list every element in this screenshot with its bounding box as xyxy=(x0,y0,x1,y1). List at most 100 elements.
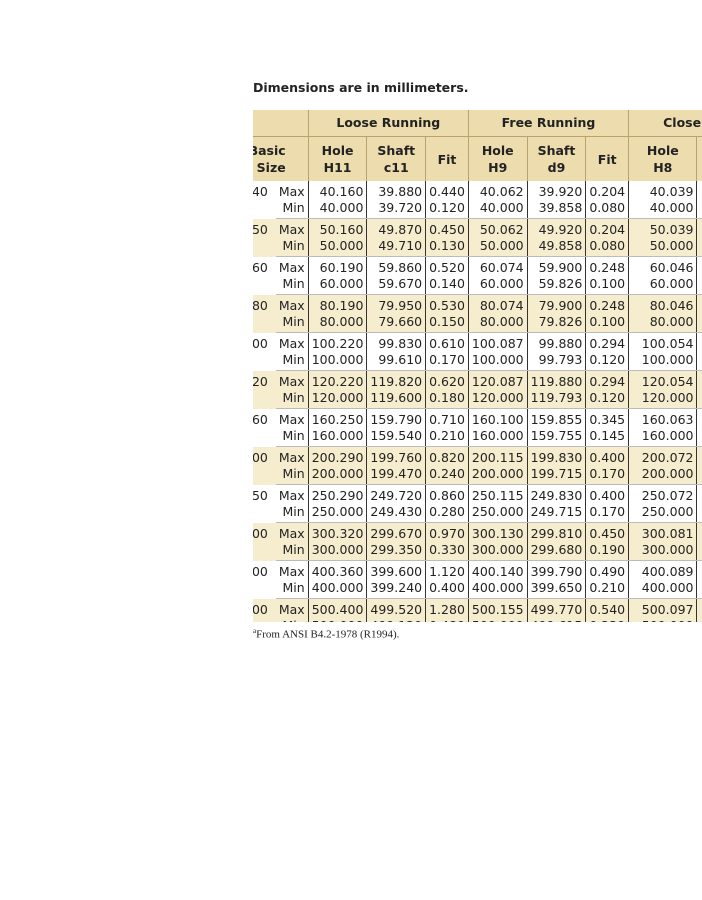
footnote: aFrom ANSI B4.2-1978 (R1994). xyxy=(253,627,399,641)
cell-value: 500.000 xyxy=(307,618,367,622)
cell-value: 119.600 xyxy=(366,390,426,409)
column-header: Shaft d9 xyxy=(526,136,586,181)
table-row: Min 250.000 249.430 0.280 250.000 249.715 0.17… xyxy=(253,504,702,523)
cell-value: 299.670 xyxy=(366,522,426,542)
cell-value: 0.210 xyxy=(585,580,629,599)
cell-value: 160.100 xyxy=(467,408,528,428)
table-row: Min 40.000 39.720 0.120 40.000 39.858 0.080 40.… xyxy=(253,200,702,219)
cell-value: 159.755 xyxy=(526,428,586,447)
cell-value: 99.880 xyxy=(526,332,586,352)
cell-value: 0.710 xyxy=(425,408,469,428)
cell-value: 200.115 xyxy=(467,446,528,466)
cell-value: 49.858 xyxy=(526,238,586,257)
cell-value: 0.620 xyxy=(425,370,469,390)
table-row: 100 Max100.22099.8300.610100.08799.8800.2… xyxy=(253,332,702,352)
cell-value: 400.000 xyxy=(467,580,528,599)
cell-value: 0.520 xyxy=(425,256,469,276)
basic-size: 80 xyxy=(253,294,276,333)
cell-value xyxy=(696,580,702,599)
cell-value: 0.145 xyxy=(585,428,629,447)
cell-value: 60.000 xyxy=(467,276,528,295)
cell-value: 100.220 xyxy=(307,332,367,352)
limit-label: Max xyxy=(278,260,305,275)
cell-value: 200.072 xyxy=(628,446,697,466)
cell-value: 0.330 xyxy=(425,542,469,561)
cell-value: 399.240 xyxy=(366,580,426,599)
table-row: Min 100.000 99.610 0.170 100.000 99.793 0.120 1… xyxy=(253,352,702,371)
cell-value: 0.450 xyxy=(585,522,629,542)
cell-value xyxy=(696,256,702,276)
cell-value: 200.290 xyxy=(307,446,367,466)
cell-value: 79.900 xyxy=(526,294,586,314)
cell-value: 59.900 xyxy=(526,256,586,276)
table-row: 120Max120.220119.8200.620120.087119.8800… xyxy=(253,370,702,409)
cell-value: 249.715 xyxy=(526,504,586,523)
table-row: Min 400.000 399.240 0.400 400.000 399.650 0.21… xyxy=(253,580,702,599)
cell-value: 500.000 xyxy=(467,618,528,622)
column-header-text: c11 xyxy=(383,160,409,175)
limit-label: Max xyxy=(278,184,305,199)
table-row: 40 Max 40.160 39.880 0.440 40.062 39.920 0.204 4… xyxy=(253,181,702,200)
cell-value: 250.000 xyxy=(307,504,367,523)
cell-value: 250.072 xyxy=(628,484,697,504)
cell-value: 119.820 xyxy=(366,370,426,390)
limit-label: Min xyxy=(275,542,309,561)
cell-value: 160.063 xyxy=(628,408,697,428)
group-header: Free Running xyxy=(467,110,629,137)
table-row: 300Max300.320299.6700.970300.130299.8100… xyxy=(253,522,702,561)
cell-value: 0.970 xyxy=(425,522,469,542)
column-header-text: Shaft xyxy=(537,143,576,158)
cell-value: 400.140 xyxy=(467,560,528,580)
cell-value xyxy=(696,181,702,200)
cell-value: 60.000 xyxy=(628,276,697,295)
cell-value: 0.400 xyxy=(585,484,629,504)
column-header-text: Basic xyxy=(253,143,286,158)
cell-value xyxy=(696,466,702,485)
cell-value: 300.000 xyxy=(307,542,367,561)
basic-size: 120 xyxy=(253,370,276,409)
cell-value: 300.081 xyxy=(628,522,697,542)
column-header-text: H9 xyxy=(488,160,508,175)
cell-value: 0.170 xyxy=(585,466,629,485)
cell-value: 0.294 xyxy=(585,370,629,390)
cell-value: 0.204 xyxy=(585,218,629,238)
cell-value: 0.540 xyxy=(585,598,629,618)
cell-value: 249.430 xyxy=(366,504,426,523)
cell-value: 39.720 xyxy=(366,200,426,219)
column-header: Fit xyxy=(425,136,469,181)
cell-value: 40.062 xyxy=(467,181,528,200)
cell-value: 400.089 xyxy=(628,560,697,580)
cell-value: 40.000 xyxy=(307,200,367,219)
cell-value: 400.360 xyxy=(307,560,367,580)
cell-value: 80.190 xyxy=(307,294,367,314)
basic-size: 300 xyxy=(253,522,276,561)
footnote-mark: a xyxy=(253,627,257,635)
table-row: 60 Max 60.190 59.860 0.520 60.074 59.900 0.248 6… xyxy=(253,256,702,276)
cell-value: 0.100 xyxy=(585,276,629,295)
cell-value: 0.480 xyxy=(425,618,469,622)
column-header-text: Shaft xyxy=(377,143,416,158)
cell-value: 60.000 xyxy=(307,276,367,295)
table-row: Min 80.000 79.660 0.150 80.000 79.826 0.100 80.… xyxy=(253,314,702,333)
cell-value: 500.155 xyxy=(467,598,528,618)
cell-value xyxy=(696,408,702,428)
cell-value: 49.920 xyxy=(526,218,586,238)
limit-label: Max xyxy=(275,522,309,542)
limit-label: Min xyxy=(275,314,309,333)
caption: Dimensions are in millimeters. xyxy=(253,80,469,95)
cell-value: 0.860 xyxy=(425,484,469,504)
cell-value: 200.000 xyxy=(628,466,697,485)
column-header: Shaft c11 xyxy=(366,136,426,181)
cell-value: 120.220 xyxy=(307,370,367,390)
cell-value: 80.000 xyxy=(307,314,367,333)
cell-value: 100.000 xyxy=(467,352,528,371)
cell-value: 200.000 xyxy=(467,466,528,485)
cell-value xyxy=(696,446,702,466)
column-header-text: Fit xyxy=(437,151,457,167)
cell-value: 59.670 xyxy=(366,276,426,295)
basic-size: 50 xyxy=(253,218,276,257)
cell-value: 300.320 xyxy=(307,522,367,542)
